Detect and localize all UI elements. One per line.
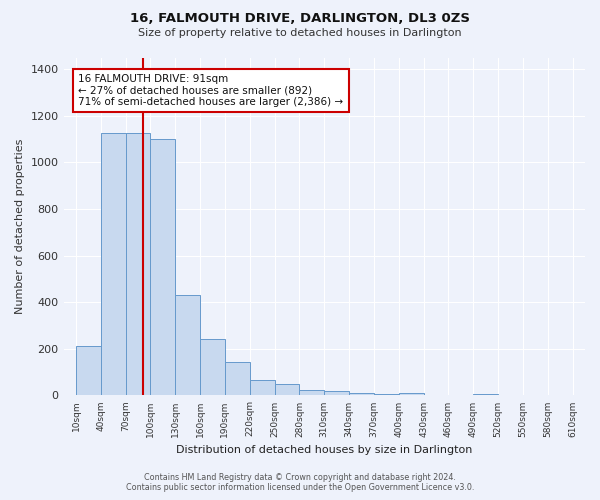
Text: Contains HM Land Registry data © Crown copyright and database right 2024.
Contai: Contains HM Land Registry data © Crown c… [126, 473, 474, 492]
Bar [349, 393, 374, 396]
Bar [151, 139, 175, 396]
Y-axis label: Number of detached properties: Number of detached properties [15, 139, 25, 314]
Text: 16, FALMOUTH DRIVE, DARLINGTON, DL3 0ZS: 16, FALMOUTH DRIVE, DARLINGTON, DL3 0ZS [130, 12, 470, 26]
Bar [200, 340, 225, 396]
Bar [324, 391, 349, 396]
Bar [473, 394, 498, 396]
Text: Size of property relative to detached houses in Darlington: Size of property relative to detached ho… [138, 28, 462, 38]
Bar [225, 362, 250, 396]
Bar [275, 384, 299, 396]
Bar [101, 133, 125, 396]
Bar [399, 392, 424, 396]
Bar [76, 346, 101, 396]
Text: 16 FALMOUTH DRIVE: 91sqm
← 27% of detached houses are smaller (892)
71% of semi-: 16 FALMOUTH DRIVE: 91sqm ← 27% of detach… [79, 74, 344, 107]
Bar [125, 133, 151, 396]
Bar [250, 380, 275, 396]
Bar [374, 394, 399, 396]
Bar [175, 295, 200, 396]
X-axis label: Distribution of detached houses by size in Darlington: Distribution of detached houses by size … [176, 445, 472, 455]
Bar [299, 390, 324, 396]
